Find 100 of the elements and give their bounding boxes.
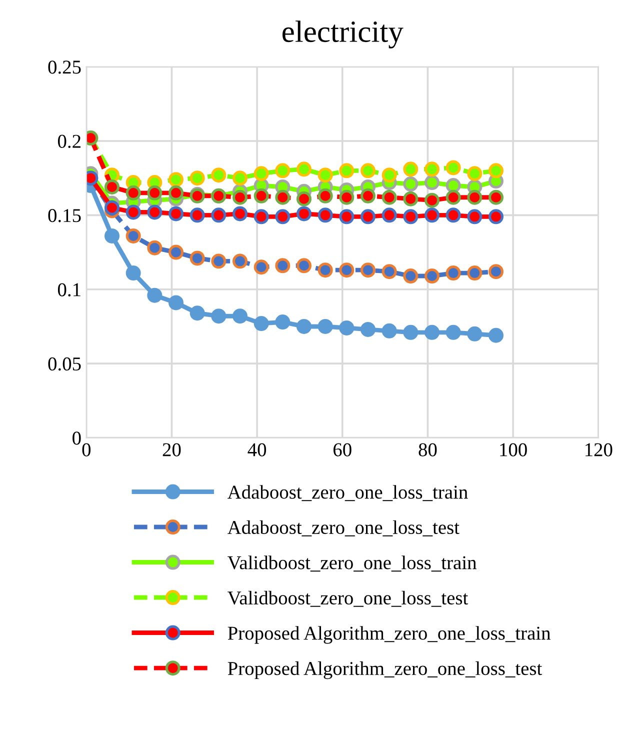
point <box>126 228 141 244</box>
point <box>488 190 504 205</box>
point <box>275 209 290 224</box>
x-tick-label: 40 <box>248 443 266 456</box>
point <box>424 268 440 284</box>
point <box>104 179 120 194</box>
point <box>403 162 418 177</box>
point <box>403 324 418 340</box>
x-tick-label: 80 <box>418 443 437 456</box>
point <box>467 190 482 205</box>
legend-label: Adaboost_zero_one_loss_train <box>228 485 468 502</box>
point <box>339 320 354 336</box>
point <box>254 188 269 204</box>
point <box>403 268 418 284</box>
chart-title: electricity <box>282 20 404 48</box>
point <box>147 288 162 303</box>
point <box>488 163 504 178</box>
x-tick-label: 100 <box>500 443 527 456</box>
point <box>147 240 162 256</box>
point <box>403 209 418 224</box>
point <box>275 190 290 205</box>
point <box>254 166 269 182</box>
point <box>126 185 141 200</box>
point <box>232 254 248 269</box>
point <box>275 258 290 274</box>
point <box>211 254 226 269</box>
point <box>382 208 397 223</box>
point <box>211 208 226 223</box>
point <box>168 185 184 200</box>
point <box>467 209 482 224</box>
legend-label: Adaboost_zero_one_loss_test <box>228 520 460 536</box>
legend-label: Proposed Algorithm_zero_one_loss_test <box>228 661 542 680</box>
point <box>275 163 290 178</box>
point <box>126 204 141 220</box>
point <box>467 266 482 281</box>
point <box>232 308 248 324</box>
point <box>296 206 312 222</box>
point <box>318 318 333 334</box>
point <box>446 266 461 281</box>
point <box>339 209 354 224</box>
point <box>275 314 290 330</box>
point <box>147 204 162 220</box>
point <box>360 322 376 337</box>
x-tick-label: 60 <box>334 443 352 456</box>
point <box>382 264 397 280</box>
point <box>232 170 248 186</box>
point <box>254 260 269 275</box>
point <box>360 163 376 178</box>
x-tick-label: 20 <box>162 443 181 456</box>
point <box>339 262 354 278</box>
point <box>318 168 333 183</box>
y-tick-label: 0.25 <box>48 60 81 74</box>
point <box>360 188 376 204</box>
point <box>296 191 312 206</box>
y-tick-label: 0 <box>72 432 81 445</box>
point <box>467 166 482 182</box>
point <box>296 162 312 177</box>
point <box>424 175 440 190</box>
point <box>446 324 461 340</box>
y-tick-label: 0.15 <box>48 208 81 222</box>
point <box>424 162 440 177</box>
legend-label: Proposed Algorithm_zero_one_loss_train <box>228 626 551 644</box>
point <box>360 209 376 224</box>
point <box>488 209 504 224</box>
x-tick-label: 120 <box>586 443 612 456</box>
point <box>424 192 440 208</box>
point <box>190 170 205 186</box>
legend-label: Validboost_zero_one_loss_test <box>228 590 468 607</box>
point <box>190 208 205 223</box>
point <box>254 316 269 332</box>
point <box>382 168 397 183</box>
point <box>296 258 312 274</box>
x-tick-label: 0 <box>82 443 91 456</box>
point <box>318 262 333 278</box>
point <box>467 326 482 342</box>
point <box>488 264 504 280</box>
point <box>446 178 461 193</box>
point <box>339 163 354 178</box>
point <box>382 323 397 338</box>
point <box>168 172 184 188</box>
y-tick-label: 0.05 <box>48 357 81 371</box>
point <box>232 190 248 205</box>
point <box>126 266 141 281</box>
point <box>147 185 162 200</box>
point <box>424 324 440 340</box>
point <box>488 328 504 343</box>
point <box>382 190 397 205</box>
point <box>168 295 184 310</box>
point <box>254 209 269 224</box>
point <box>211 168 226 183</box>
point <box>446 208 461 223</box>
point <box>360 262 376 278</box>
point <box>232 206 248 222</box>
point <box>424 208 440 223</box>
point <box>190 306 205 321</box>
y-tick-label: 0.2 <box>58 134 80 148</box>
point <box>104 228 120 244</box>
point <box>446 160 461 176</box>
point <box>296 318 312 334</box>
y-tick-label: 0.1 <box>58 283 80 296</box>
